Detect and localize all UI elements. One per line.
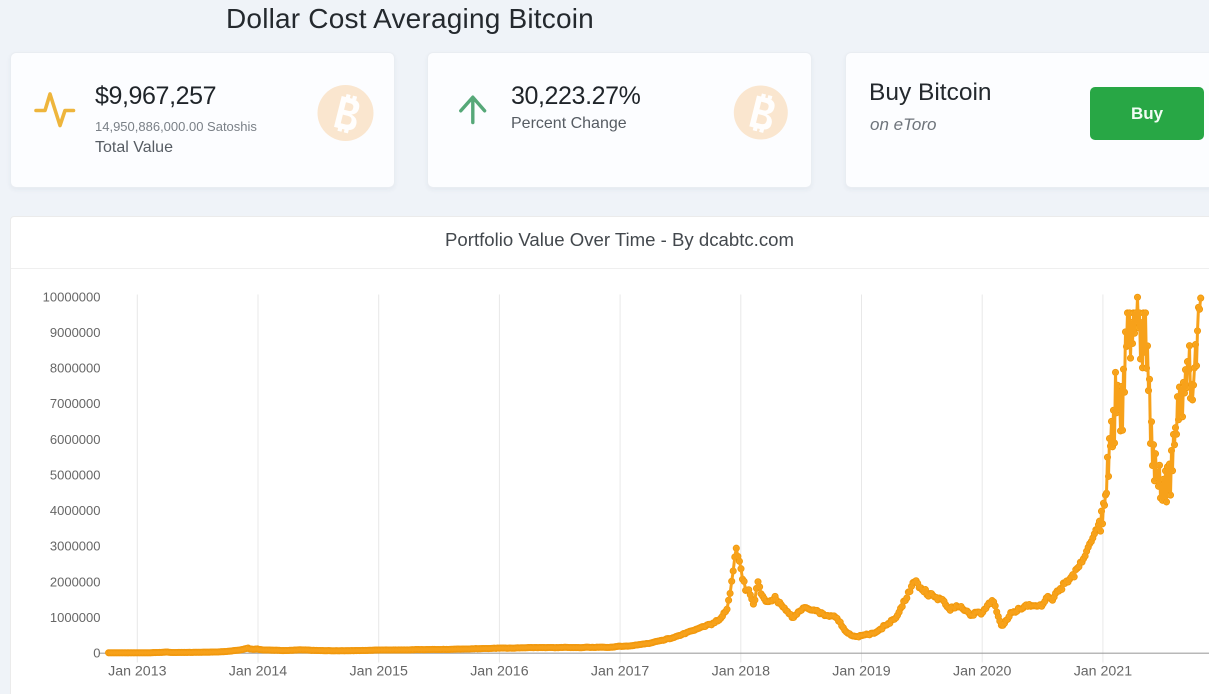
- svg-text:4000000: 4000000: [50, 503, 101, 518]
- svg-text:2000000: 2000000: [50, 574, 101, 589]
- svg-text:Jan 2014: Jan 2014: [229, 664, 287, 680]
- svg-text:Jan 2019: Jan 2019: [832, 664, 890, 680]
- svg-text:6000000: 6000000: [50, 432, 101, 447]
- svg-text:10000000: 10000000: [43, 289, 101, 304]
- svg-text:Jan 2015: Jan 2015: [350, 664, 408, 680]
- svg-text:Jan 2017: Jan 2017: [591, 664, 649, 680]
- svg-text:Jan 2013: Jan 2013: [108, 664, 166, 680]
- svg-text:8000000: 8000000: [50, 361, 101, 376]
- svg-text:3000000: 3000000: [50, 539, 101, 554]
- svg-text:7000000: 7000000: [50, 396, 101, 411]
- svg-text:1000000: 1000000: [50, 610, 101, 625]
- svg-text:Jan 2020: Jan 2020: [953, 664, 1011, 680]
- svg-text:Jan 2016: Jan 2016: [470, 664, 528, 680]
- svg-text:0: 0: [93, 646, 100, 661]
- svg-text:5000000: 5000000: [50, 468, 101, 483]
- svg-text:9000000: 9000000: [50, 325, 101, 340]
- svg-text:Jan 2021: Jan 2021: [1074, 664, 1132, 680]
- svg-text:Jan 2018: Jan 2018: [712, 664, 770, 680]
